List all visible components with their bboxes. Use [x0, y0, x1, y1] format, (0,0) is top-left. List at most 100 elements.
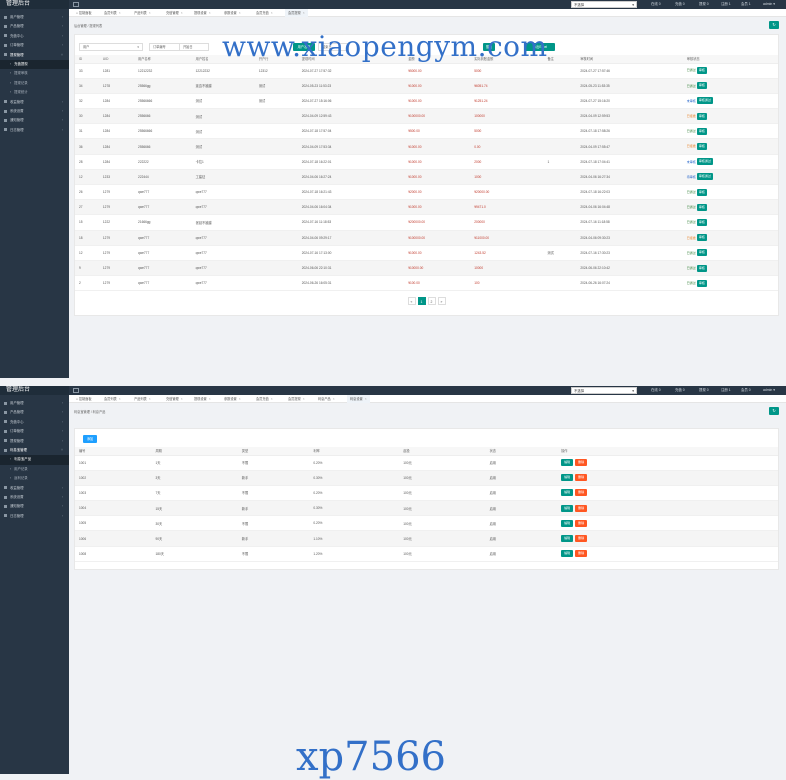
menu-toggle-icon[interactable]: [73, 388, 79, 393]
topbar-recharge[interactable]: 充值 0: [675, 388, 685, 392]
edit-button[interactable]: 编辑: [561, 519, 574, 527]
review-button[interactable]: 审核: [696, 112, 707, 120]
sidebar-item[interactable]: 订单管理 ‹: [0, 41, 69, 50]
sidebar-item[interactable]: › 利息宝产品: [0, 455, 69, 465]
sidebar-item[interactable]: 通知管理 ‹: [0, 116, 69, 125]
admin-menu[interactable]: admin ▾: [763, 2, 775, 6]
menu-toggle-icon[interactable]: [73, 2, 79, 7]
delete-button[interactable]: 删除: [575, 504, 588, 512]
tab[interactable]: 会员充值 ×: [253, 395, 276, 403]
export-excel-button[interactable]: 导出Excel: [525, 43, 555, 51]
review-button[interactable]: 审核: [696, 234, 707, 242]
topbar-online[interactable]: 在线 0: [651, 388, 661, 392]
topbar-members[interactable]: 会员 0: [741, 388, 751, 392]
delete-button[interactable]: 删除: [575, 489, 588, 497]
sidebar-item[interactable]: › 返利记录: [0, 474, 69, 483]
edit-button[interactable]: 编辑: [561, 550, 574, 558]
close-icon[interactable]: ×: [238, 11, 241, 15]
close-icon[interactable]: ×: [180, 11, 183, 15]
review-button[interactable]: 审核: [696, 264, 707, 272]
review-button[interactable]: 审核: [696, 203, 707, 211]
review-button[interactable]: 审核: [696, 188, 707, 196]
tab[interactable]: 参数设置 ×: [221, 9, 244, 17]
start-date-input[interactable]: 开始日: [179, 43, 209, 51]
tab[interactable]: 产品列表 ×: [131, 395, 154, 403]
close-icon[interactable]: ×: [364, 397, 367, 401]
review-button[interactable]: 审核: [696, 218, 707, 226]
site-select[interactable]: 不选择 ▾: [571, 1, 637, 8]
delete-button[interactable]: 删除: [575, 535, 588, 543]
sidebar-item[interactable]: 收益管理 ‹: [0, 484, 69, 493]
sidebar-item[interactable]: 提现管理 ‹: [0, 437, 69, 446]
sidebar-item[interactable]: › 提现记录: [0, 79, 69, 88]
close-icon[interactable]: ×: [148, 11, 151, 15]
review-button[interactable]: 审核: [696, 279, 707, 287]
site-select[interactable]: 不选择 ▾: [571, 387, 637, 394]
close-icon[interactable]: ×: [208, 397, 211, 401]
review-button[interactable]: 审核: [696, 67, 707, 75]
sidebar-item[interactable]: 用户管理 ‹: [0, 399, 69, 408]
edit-button[interactable]: 编辑: [561, 489, 574, 497]
tab[interactable]: 参数设置 ×: [221, 395, 244, 403]
admin-menu[interactable]: admin ▾: [763, 388, 775, 392]
sidebar-item[interactable]: 用户管理 ‹: [0, 13, 69, 22]
page-button[interactable]: «: [407, 297, 416, 305]
user-name-button[interactable]: 用户名称: [293, 43, 315, 51]
edit-button[interactable]: 编辑: [561, 474, 574, 482]
tab[interactable]: 提现设置 ×: [191, 395, 214, 403]
review-button[interactable]: 审核通过: [696, 97, 713, 105]
sidebar-item[interactable]: › 用户记录: [0, 465, 69, 474]
refresh-button[interactable]: ↻: [769, 407, 779, 415]
close-icon[interactable]: ×: [332, 397, 335, 401]
edit-button[interactable]: 编辑: [561, 535, 574, 543]
sidebar-item[interactable]: › 充值提现: [0, 59, 69, 70]
page-button[interactable]: 2: [427, 297, 436, 305]
sidebar-item[interactable]: 订单管理 ‹: [0, 427, 69, 436]
tab[interactable]: 充值管理 ×: [163, 395, 186, 403]
tab[interactable]: ⌂ 控制面板: [73, 395, 95, 403]
review-button[interactable]: 审核: [696, 127, 707, 135]
sidebar-item[interactable]: 收益管理 ‹: [0, 98, 69, 107]
topbar-withdraw[interactable]: 提现 0: [699, 2, 709, 6]
sidebar-item[interactable]: 日志管理 ‹: [0, 126, 69, 135]
tab[interactable]: 提现设置 ×: [191, 9, 214, 17]
delete-button[interactable]: 删除: [575, 550, 588, 558]
topbar-register[interactable]: 注册 1: [721, 388, 731, 392]
tab[interactable]: 利息设置 ×: [347, 395, 370, 403]
sidebar-item[interactable]: 提现管理 ˅: [0, 51, 69, 60]
tab[interactable]: 利息产品 ×: [315, 395, 338, 403]
sidebar-item[interactable]: 通知管理 ‹: [0, 502, 69, 511]
close-icon[interactable]: ×: [148, 397, 151, 401]
edit-button[interactable]: 编辑: [561, 459, 574, 467]
topbar-online[interactable]: 在线 0: [651, 2, 661, 6]
search-button[interactable]: 搜索: [483, 43, 495, 51]
topbar-withdraw[interactable]: 提现 0: [699, 388, 709, 392]
tab[interactable]: 会员提现 ×: [285, 9, 308, 17]
sidebar-item[interactable]: 充值中心 ‹: [0, 418, 69, 427]
refresh-button[interactable]: ↻: [769, 21, 779, 29]
delete-button[interactable]: 删除: [575, 459, 588, 467]
topbar-members[interactable]: 会员 1: [741, 2, 751, 6]
sidebar-item[interactable]: › 提现审核: [0, 69, 69, 78]
review-button[interactable]: 审核: [696, 143, 707, 151]
topbar-register[interactable]: 注册 1: [721, 2, 731, 6]
close-icon[interactable]: ×: [180, 397, 183, 401]
sidebar-item[interactable]: 充值中心 ‹: [0, 32, 69, 41]
review-button[interactable]: 审核: [696, 249, 707, 257]
sidebar-item[interactable]: 系统设置 ‹: [0, 107, 69, 116]
sidebar-item[interactable]: 产品管理 ‹: [0, 22, 69, 31]
tab[interactable]: ⌂ 控制面板: [73, 9, 95, 17]
type-select[interactable]: 用户 ▾: [79, 43, 143, 51]
topbar-recharge[interactable]: 充值 0: [675, 2, 685, 6]
close-icon[interactable]: ×: [270, 397, 273, 401]
close-icon[interactable]: ×: [208, 11, 211, 15]
close-icon[interactable]: ×: [270, 11, 273, 15]
close-icon[interactable]: ×: [302, 397, 305, 401]
edit-button[interactable]: 编辑: [561, 504, 574, 512]
review-button[interactable]: 审核通过: [696, 158, 713, 166]
delete-button[interactable]: 删除: [575, 519, 588, 527]
review-button[interactable]: 审核: [696, 82, 707, 90]
add-product-button[interactable]: 添加: [83, 435, 97, 443]
sidebar-item[interactable]: 系统设置 ‹: [0, 493, 69, 502]
end-date-input[interactable]: 结束日: [318, 43, 348, 51]
